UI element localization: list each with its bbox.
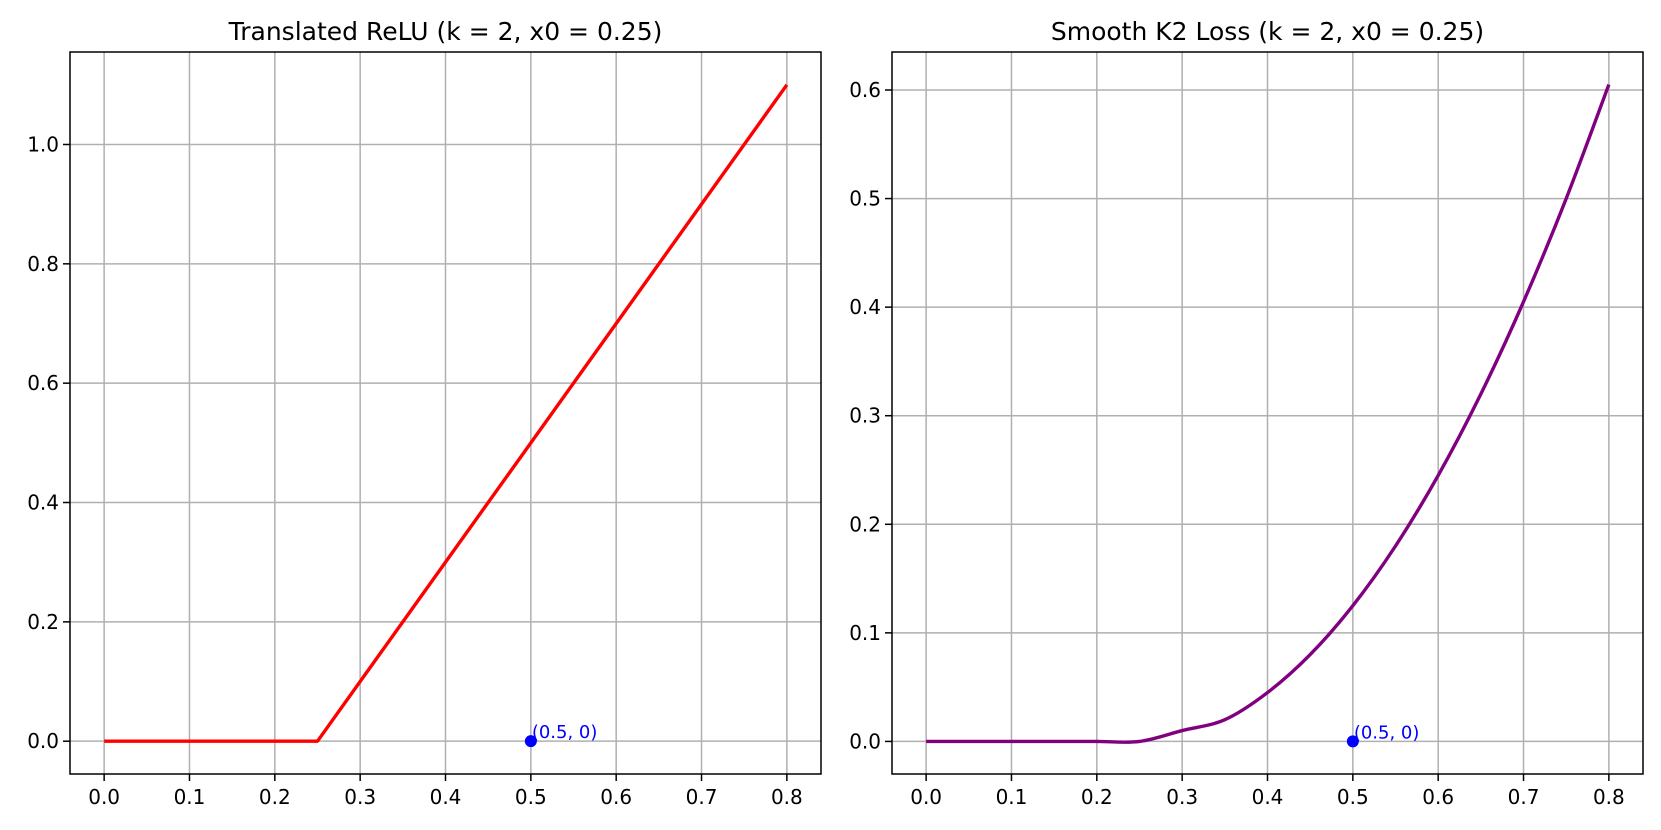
relu-x-tick-label: 0.1: [174, 785, 206, 809]
relu-y-tick-label: 0.2: [27, 610, 59, 634]
smooth-k2-x-tick-label: 0.5: [1337, 785, 1369, 809]
relu-y-tick-label: 1.0: [27, 132, 59, 156]
smooth-k2-x-tick-label: 0.8: [1593, 785, 1625, 809]
smooth-k2-x-tick-label: 0.1: [996, 785, 1028, 809]
relu-y-tick-label: 0.6: [27, 371, 59, 395]
smooth-k2-y-tick-label: 0.1: [849, 621, 881, 645]
smooth-k2-points-layer: (0.5, 0): [1346, 722, 1420, 748]
smooth-k2-panel: (0.5, 0) 0.0 0.1 0.2 0.3 0.4 0.5 0.6 0.7 0.80.00…: [849, 17, 1644, 809]
smooth-k2-x-tick-label: 0.2: [1081, 785, 1113, 809]
smooth-k2-y-tick-label: 0.5: [849, 187, 881, 211]
relu-point-label: (0.5, 0): [532, 722, 598, 743]
smooth-k2-y-tick-label: 0.6: [849, 78, 881, 102]
relu-x-tick-label: 0.0: [88, 785, 120, 809]
relu-point-marker: [524, 735, 537, 748]
relu-x-tick-label: 0.8: [771, 785, 803, 809]
smooth-k2-grid: [892, 52, 1643, 774]
smooth-k2-x-tick-label: 0.0: [910, 785, 942, 809]
relu-x-tick-label: 0.6: [600, 785, 632, 809]
smooth-k2-y-tick-label: 0.0: [849, 729, 881, 753]
smooth-k2-y-tick-label: 0.2: [849, 512, 881, 536]
relu-x-tick-label: 0.4: [430, 785, 462, 809]
smooth-k2-chart-title: Smooth K2 Loss (k = 2, x0 = 0.25): [1051, 17, 1484, 46]
smooth-k2-x-tick-label: 0.6: [1422, 785, 1454, 809]
relu-points-layer: (0.5, 0): [524, 722, 598, 748]
relu-x-tick-label: 0.2: [259, 785, 291, 809]
relu-grid: [70, 52, 821, 774]
smooth-k2-point-marker: [1346, 735, 1359, 748]
relu-series-line: [104, 83, 789, 743]
smooth-k2-x-tick-label: 0.3: [1166, 785, 1198, 809]
smooth-k2-point-label: (0.5, 0): [1354, 722, 1420, 743]
relu-x-tick-label: 0.3: [344, 785, 376, 809]
relu-y-tick-label: 0.0: [27, 729, 59, 753]
relu-y-tick-label: 0.4: [27, 491, 59, 515]
relu-x-tick-label: 0.5: [515, 785, 547, 809]
smooth-k2-series-layer: [926, 83, 1611, 744]
smooth-k2-series-line: [926, 83, 1611, 744]
relu-ticks: 0.0 0.1 0.2 0.3 0.4 0.5 0.6 0.7 0.8 0.0 0.2 0.4 0.6 0…: [27, 132, 803, 809]
smooth-k2-y-tick-label: 0.4: [849, 295, 881, 319]
smooth-k2-y-tick-label: 0.3: [849, 404, 881, 428]
relu-series-layer: [104, 83, 789, 743]
smooth-k2-x-tick-label: 0.7: [1508, 785, 1540, 809]
relu-x-tick-label: 0.7: [686, 785, 718, 809]
relu-y-tick-label: 0.8: [27, 252, 59, 276]
relu-chart-title: Translated ReLU (k = 2, x0 = 0.25): [228, 17, 663, 46]
smooth-k2-ticks: 0.0 0.1 0.2 0.3 0.4 0.5 0.6 0.7 0.8 0.0 0.1 0.2 0.3 0…: [849, 78, 1625, 809]
smooth-k2-x-tick-label: 0.4: [1252, 785, 1284, 809]
relu-panel: (0.5, 0) 0.0 0.1 0.2 0.3 0.4 0.5 0.6 0.7 0.80.00…: [27, 17, 822, 809]
